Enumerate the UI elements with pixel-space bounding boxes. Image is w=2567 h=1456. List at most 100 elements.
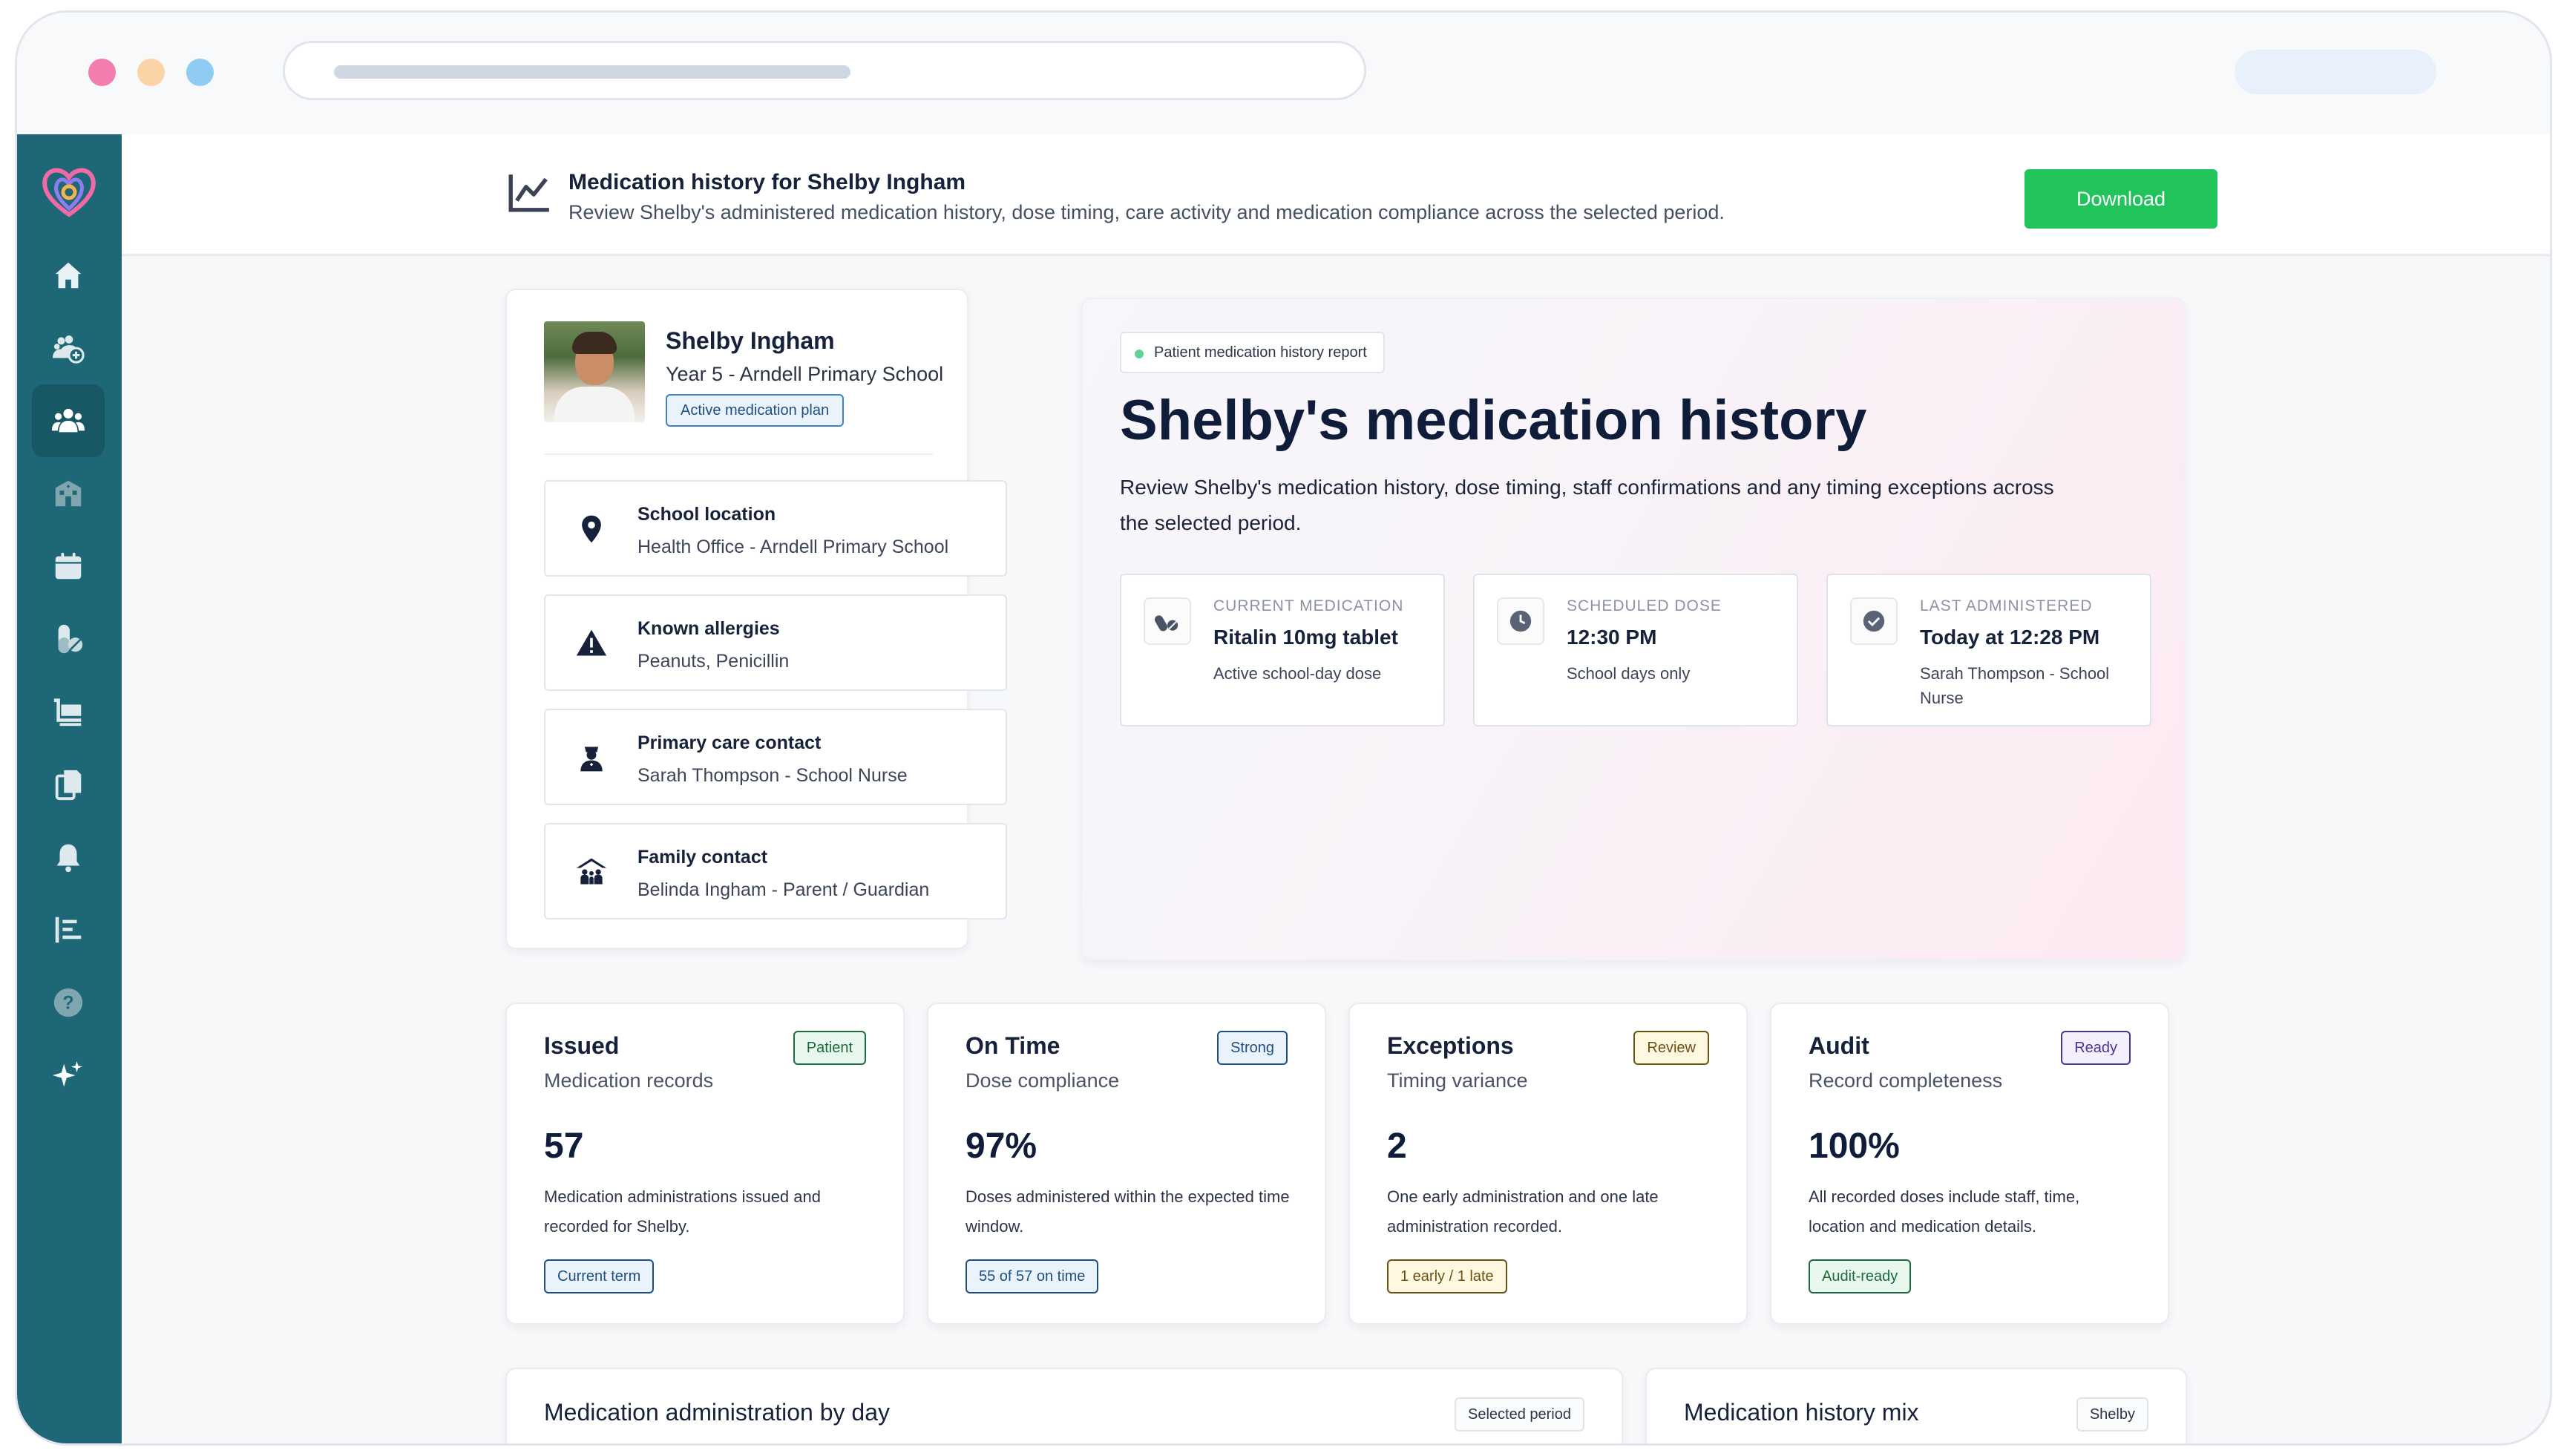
- metric-sub: School days only: [1567, 664, 1691, 683]
- metric-value: 12:30 PM: [1567, 626, 1657, 649]
- svg-text:?: ?: [62, 993, 73, 1014]
- sparkle-icon: [52, 1060, 83, 1087]
- stat-value: 2: [1387, 1127, 1407, 1166]
- minimize-window-dot[interactable]: [137, 59, 165, 86]
- period-selector[interactable]: Selected period: [1455, 1397, 1584, 1432]
- stat-chip: 1 early / 1 late: [1387, 1259, 1507, 1293]
- browser-window: ? Medication history for Shelby Ingham R…: [15, 10, 2552, 1446]
- address-bar[interactable]: [283, 41, 1366, 100]
- avatar: [544, 321, 645, 422]
- info-value: Peanuts, Penicillin: [637, 651, 790, 672]
- hero-description: Review Shelby's medication history, dose…: [1120, 476, 2054, 534]
- home-icon: [55, 262, 82, 289]
- metric-sub: Sarah Thompson - School Nurse: [1920, 664, 2110, 707]
- sidebar-item-students[interactable]: [32, 384, 105, 457]
- metric-icon-box: [1144, 597, 1191, 645]
- close-window-dot[interactable]: [88, 59, 116, 86]
- family-icon: [576, 858, 607, 885]
- stat-description: All recorded doses include staff, time, …: [1809, 1187, 2080, 1236]
- trend-chart-icon: [508, 174, 549, 212]
- stat-chip: Audit-ready: [1809, 1259, 1912, 1293]
- stat-subtitle: Dose compliance: [966, 1069, 1120, 1092]
- metric-value: Ritalin 10mg tablet: [1213, 626, 1398, 649]
- sidebar-item-medications[interactable]: [32, 603, 105, 675]
- maximize-window-dot[interactable]: [186, 59, 214, 86]
- pills-icon: [1155, 615, 1178, 632]
- warning-icon: [576, 629, 607, 656]
- stat-chip: 55 of 57 on time: [966, 1259, 1099, 1293]
- card-title: Medication history mix: [1684, 1399, 1919, 1426]
- group-add-icon: [52, 335, 85, 364]
- info-title: Family contact: [637, 847, 768, 868]
- stat-subtitle: Timing variance: [1387, 1069, 1528, 1092]
- sidebar-item-ai[interactable]: [32, 1039, 105, 1112]
- hero-title: Shelby's medication history: [1120, 389, 1867, 452]
- stat-badge: Ready: [2061, 1031, 2131, 1065]
- info-family-contact: Family contact Belinda Ingham - Parent /…: [544, 823, 1007, 919]
- stat-badge: Review: [1633, 1031, 1709, 1065]
- building-icon: [55, 480, 82, 507]
- metric-sub: Active school-day dose: [1213, 664, 1382, 683]
- patient-school: Year 5 - Arndell Primary School: [666, 363, 944, 385]
- stat-card-audit: Audit Record completeness Ready 100% All…: [1770, 1003, 2169, 1325]
- info-primary-care-contact: Primary care contact Sarah Thompson - Sc…: [544, 709, 1007, 805]
- sidebar-item-supplies[interactable]: [32, 675, 105, 748]
- info-value: Sarah Thompson - School Nurse: [637, 765, 908, 786]
- card-title: Medication administration by day: [544, 1399, 891, 1426]
- administration-by-day-card: Medication administration by day Selecte…: [505, 1368, 1623, 1443]
- sidebar-item-calendar[interactable]: [32, 530, 105, 603]
- stat-title: On Time: [966, 1032, 1060, 1059]
- sidebar-item-reports[interactable]: [32, 893, 105, 966]
- stat-badge: Patient: [793, 1031, 866, 1065]
- people-icon: [51, 408, 85, 433]
- stat-card-issued: Issued Medication records Patient 57 Med…: [505, 1003, 905, 1325]
- check-circle-icon: [1863, 610, 1885, 632]
- profile-divider: [544, 453, 933, 455]
- stat-title: Audit: [1809, 1032, 1869, 1059]
- browser-action-pill[interactable]: [2235, 50, 2436, 94]
- stat-title: Issued: [544, 1032, 620, 1059]
- list-icon: [55, 916, 82, 943]
- clock-icon: [1509, 610, 1532, 632]
- metric-current-medication: CURRENT MEDICATION Ritalin 10mg tablet A…: [1120, 574, 1445, 727]
- app-logo-icon[interactable]: [38, 160, 100, 222]
- stat-chip: Current term: [544, 1259, 655, 1293]
- location-pin-icon: [582, 515, 601, 543]
- stat-value: 100%: [1809, 1127, 1900, 1166]
- sidebar-item-notifications[interactable]: [32, 821, 105, 893]
- cart-icon: [53, 698, 82, 727]
- info-school-location: School location Health Office - Arndell …: [544, 480, 1007, 577]
- sidebar-item-help[interactable]: ?: [32, 966, 105, 1039]
- stat-description: Medication administrations issued and re…: [544, 1187, 821, 1236]
- metric-label: CURRENT MEDICATION: [1213, 597, 1404, 614]
- stat-subtitle: Record completeness: [1809, 1069, 2003, 1092]
- download-button[interactable]: Download: [2025, 169, 2217, 229]
- metric-icon-box: [1850, 597, 1898, 645]
- stat-badge: Strong: [1217, 1031, 1288, 1065]
- metric-label: SCHEDULED DOSE: [1567, 597, 1722, 614]
- bell-icon: [56, 844, 80, 873]
- history-mix-card: Medication history mix Shelby: [1645, 1368, 2187, 1443]
- stat-card-exceptions: Exceptions Timing variance Review 2 One …: [1348, 1003, 1748, 1325]
- documents-icon: [55, 770, 82, 801]
- page-header: Medication history for Shelby Ingham Rev…: [122, 134, 2550, 256]
- medication-history-hero: Patient medication history report Shelby…: [1081, 298, 2186, 961]
- sidebar-item-schools[interactable]: [32, 457, 105, 530]
- page-subtitle: Review Shelby's administered medication …: [568, 201, 1725, 223]
- stat-card-on-time: On Time Dose compliance Strong 97% Doses…: [927, 1003, 1326, 1325]
- address-placeholder: [334, 65, 850, 79]
- sidebar-item-documents[interactable]: [32, 748, 105, 821]
- info-value: Belinda Ingham - Parent / Guardian: [637, 879, 930, 900]
- calendar-icon: [55, 552, 82, 580]
- sidebar: ?: [17, 134, 122, 1443]
- info-title: Known allergies: [637, 618, 780, 639]
- info-title: Primary care contact: [637, 732, 822, 753]
- info-title: School location: [637, 504, 776, 525]
- nurse-icon: [580, 747, 603, 772]
- patient-tag: Shelby: [2076, 1397, 2148, 1432]
- sidebar-item-home[interactable]: [32, 239, 105, 312]
- metric-last-administered: LAST ADMINISTERED Today at 12:28 PM Sara…: [1826, 574, 2151, 727]
- sidebar-item-groups[interactable]: [32, 312, 105, 384]
- stat-subtitle: Medication records: [544, 1069, 714, 1092]
- stat-description: One early administration and one late ad…: [1387, 1187, 1659, 1236]
